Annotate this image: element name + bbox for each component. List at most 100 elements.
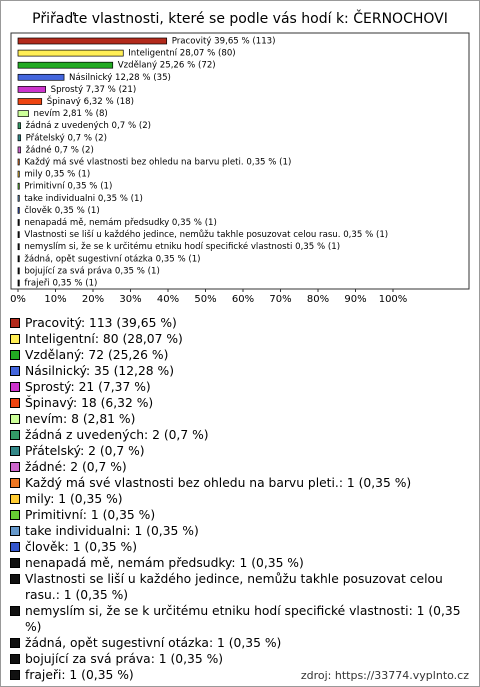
bar-label: Vzdělaný 25,26 % (72)	[118, 60, 216, 71]
bar	[17, 255, 20, 263]
x-tick-label: 0%	[10, 294, 26, 305]
bar	[17, 61, 114, 69]
bar	[17, 37, 168, 45]
legend-swatch	[10, 446, 20, 456]
legend-swatch	[10, 638, 20, 648]
legend-item: Každý má své vlastnosti bez ohledu na ba…	[10, 475, 472, 491]
bar-label: Přátelský 0,7 % (2)	[26, 133, 107, 143]
x-tick-label: 50%	[194, 294, 216, 305]
legend-item: Inteligentní: 80 (28,07 %)	[10, 331, 472, 347]
legend-swatch	[10, 606, 20, 616]
legend-swatch	[10, 526, 20, 536]
bar	[17, 49, 124, 57]
x-tick-label: 40%	[157, 294, 179, 305]
x-tick-label: 80%	[307, 294, 329, 305]
legend-item: Vzdělaný: 72 (25,26 %)	[10, 347, 472, 363]
legend-item: mily: 1 (0,35 %)	[10, 491, 472, 507]
legend-label: žádná, opět sugestivní otázka: 1 (0,35 %…	[25, 636, 282, 650]
x-tick-label: 30%	[119, 294, 141, 305]
x-tick-label: 60%	[232, 294, 254, 305]
legend-item: Primitivní: 1 (0,35 %)	[10, 507, 472, 523]
legend-swatch	[10, 494, 20, 504]
legend-label: nenapadá mě, nemám předsudky: 1 (0,35 %)	[25, 556, 304, 570]
legend-swatch	[10, 510, 20, 520]
x-tick-label: 10%	[44, 294, 66, 305]
legend-swatch	[10, 318, 20, 328]
legend-label: bojující za svá práva: 1 (0,35 %)	[25, 652, 224, 666]
legend: Pracovitý: 113 (39,65 %) Inteligentní: 80…	[10, 315, 472, 683]
legend-label: Přátelský: 2 (0,7 %)	[25, 444, 145, 458]
bar	[17, 98, 43, 105]
bar	[17, 267, 20, 275]
legend-item: žádná z uvedených: 2 (0,7 %)	[10, 427, 472, 443]
legend-label: mily: 1 (0,35 %)	[25, 492, 123, 506]
legend-label: Sprostý: 21 (7,37 %)	[25, 380, 151, 394]
bar-label: Každý má své vlastnosti bez ohledu na ba…	[24, 157, 291, 168]
x-tick-label: 90%	[344, 294, 366, 305]
bar	[17, 146, 21, 154]
legend-label: nemyslím si, že se k určitému etniku hod…	[25, 604, 461, 634]
bar-label: nevím 2,81 % (8)	[34, 109, 108, 119]
bar	[17, 182, 20, 190]
bar-label: Špinavý 6,32 % (18)	[47, 95, 134, 107]
chart-title: Přiřaďte vlastnosti, které se podle vás …	[32, 9, 448, 27]
bar-label: bojující za svá práva 0,35 % (1)	[24, 266, 160, 276]
legend-swatch	[10, 398, 20, 408]
legend-label: žádné: 2 (0,7 %)	[25, 460, 127, 474]
legend-swatch	[10, 430, 20, 440]
bar-label: frajeři 0,35 % (1)	[24, 279, 97, 289]
bar	[17, 279, 20, 287]
bar-label: nenapadá mě, nemám předsudky 0,35 % (1)	[24, 217, 217, 228]
bar-label: mily 0,35 % (1)	[24, 170, 90, 180]
legend-label: Každý má své vlastnosti bez ohledu na ba…	[25, 476, 412, 490]
legend-label: nevím: 8 (2,81 %)	[25, 412, 136, 426]
bar	[17, 134, 21, 142]
bar	[17, 231, 20, 238]
legend-item: Pracovitý: 113 (39,65 %)	[10, 315, 472, 331]
legend-label: Inteligentní: 80 (28,07 %)	[25, 332, 183, 346]
bar-label: take individualni 0,35 % (1)	[24, 194, 143, 204]
legend-item: člověk: 1 (0,35 %)	[10, 539, 472, 555]
x-tick-label: 20%	[82, 294, 104, 305]
x-tick-label: 100%	[379, 294, 408, 305]
legend-label: žádná z uvedených: 2 (0,7 %)	[25, 428, 209, 442]
bar	[17, 86, 46, 93]
legend-label: Špinavý: 18 (6,32 %)	[25, 396, 154, 410]
bar	[17, 170, 20, 178]
legend-swatch	[10, 366, 20, 376]
bar-label: Sprostý 7,37 % (21)	[51, 85, 137, 95]
legend-item: žádné: 2 (0,7 %)	[10, 459, 472, 475]
legend-swatch	[10, 654, 20, 664]
legend-swatch	[10, 574, 20, 584]
chart: Přiřaďte vlastnosti, které se podle vás …	[10, 9, 470, 305]
bar	[17, 207, 20, 214]
plot-frame	[10, 32, 470, 290]
legend-item: take individualni: 1 (0,35 %)	[10, 523, 472, 539]
legend-swatch	[10, 462, 20, 472]
legend-swatch	[10, 542, 20, 552]
bar-label: Primitivní 0,35 % (1)	[24, 182, 112, 192]
legend-label: Primitivní: 1 (0,35 %)	[25, 508, 156, 522]
legend-item: bojující za svá práva: 1 (0,35 %)	[10, 651, 472, 667]
legend-item: Přátelský: 2 (0,7 %)	[10, 443, 472, 459]
bar	[17, 219, 20, 226]
legend-item: Špinavý: 18 (6,32 %)	[10, 395, 472, 411]
legend-label: člověk: 1 (0,35 %)	[25, 540, 138, 554]
legend-label: take individualni: 1 (0,35 %)	[25, 524, 199, 538]
legend-item: nemyslím si, že se k určitému etniku hod…	[10, 603, 472, 635]
legend-item: Vlastnosti se liší u každého jedince, ne…	[10, 571, 472, 603]
bar-label: člověk 0,35 % (1)	[24, 205, 99, 216]
legend-swatch	[10, 350, 20, 360]
bar-label: Pracovitý 39,65 % (113)	[172, 37, 276, 47]
legend-item: nevím: 8 (2,81 %)	[10, 411, 472, 427]
legend-label: Násilnický: 35 (12,28 %)	[25, 364, 175, 378]
legend-item: Sprostý: 21 (7,37 %)	[10, 379, 472, 395]
legend-item: frajeři: 1 (0,35 %)	[10, 667, 472, 683]
bar	[17, 122, 21, 130]
bar-label: žádné 0,7 % (2)	[26, 144, 94, 155]
legend-swatch	[10, 670, 20, 680]
legend-swatch	[10, 414, 20, 424]
bar	[17, 243, 20, 251]
bar	[17, 73, 65, 81]
legend-swatch	[10, 382, 20, 392]
